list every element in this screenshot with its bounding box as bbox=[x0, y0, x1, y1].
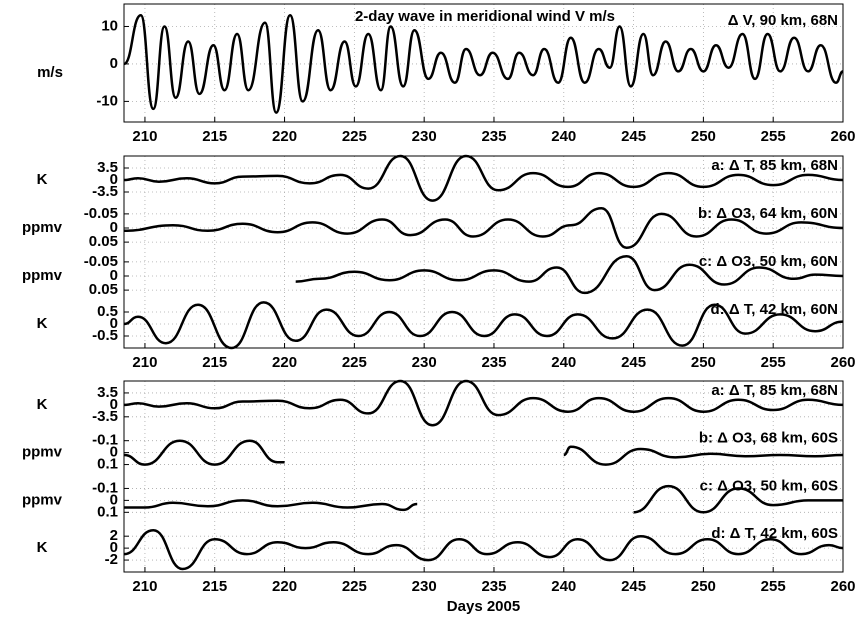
series-label: c: Δ O3, 50 km, 60N bbox=[699, 253, 838, 270]
y-tick-label: -0.1 bbox=[92, 479, 118, 496]
x-tick-label: 260 bbox=[830, 128, 855, 145]
y-axis-label: K bbox=[37, 396, 48, 413]
x-tick-label: 240 bbox=[551, 578, 576, 595]
chart-title: 2-day wave in meridional wind V m/s bbox=[355, 8, 615, 25]
y-tick-label: 3.5 bbox=[97, 384, 118, 401]
x-tick-label: 230 bbox=[412, 578, 437, 595]
series-label: d: Δ T, 42 km, 60S bbox=[711, 525, 838, 542]
x-tick-label: 250 bbox=[691, 354, 716, 371]
x-tick-label: 220 bbox=[272, 578, 297, 595]
y-axis-label: ppmv bbox=[22, 444, 63, 461]
x-tick-label: 255 bbox=[761, 578, 786, 595]
y-axis-label: K bbox=[37, 539, 48, 556]
y-axis-label: ppmv bbox=[22, 491, 63, 508]
line-series bbox=[295, 254, 844, 295]
y-tick-label: -2 bbox=[105, 551, 118, 568]
x-tick-label: 245 bbox=[621, 128, 646, 145]
y-axis-label: m/s bbox=[37, 64, 63, 81]
plot-area bbox=[124, 156, 843, 348]
y-tick-label: -0.1 bbox=[92, 432, 118, 449]
series-label: b: Δ O3, 68 km, 60S bbox=[699, 430, 838, 447]
x-tick-label: 210 bbox=[132, 354, 157, 371]
y-axis-label: ppmv bbox=[22, 219, 63, 236]
x-tick-label: 230 bbox=[412, 354, 437, 371]
x-tick-label: 225 bbox=[342, 128, 367, 145]
x-tick-label: 250 bbox=[691, 578, 716, 595]
series-label: d: Δ T, 42 km, 60N bbox=[711, 301, 839, 318]
x-tick-label: 255 bbox=[761, 354, 786, 371]
y-tick-label: 0.05 bbox=[89, 281, 118, 298]
y-tick-label: 0 bbox=[110, 219, 118, 236]
line-series bbox=[123, 379, 844, 427]
y-tick-label: -0.05 bbox=[84, 205, 118, 222]
x-tick-label: 210 bbox=[132, 128, 157, 145]
x-tick-label: 245 bbox=[621, 578, 646, 595]
x-tick-label: 235 bbox=[481, 128, 506, 145]
x-axis-label: Days 2005 bbox=[447, 598, 520, 615]
y-tick-label: -0.5 bbox=[92, 327, 118, 344]
y-tick-label: -3.5 bbox=[92, 408, 118, 425]
x-tick-label: 225 bbox=[342, 354, 367, 371]
line-series bbox=[123, 206, 844, 250]
x-tick-label: 210 bbox=[132, 578, 157, 595]
y-tick-label: 0 bbox=[110, 315, 118, 332]
x-tick-label: 245 bbox=[621, 354, 646, 371]
y-tick-label: 0.1 bbox=[97, 456, 118, 473]
x-tick-label: 220 bbox=[272, 354, 297, 371]
y-tick-label: 0 bbox=[110, 444, 118, 461]
line-series bbox=[123, 154, 844, 202]
line-series bbox=[123, 484, 843, 514]
y-axis-label: K bbox=[37, 315, 48, 332]
x-tick-label: 240 bbox=[551, 128, 576, 145]
series-label: a: Δ T, 85 km, 68N bbox=[711, 382, 838, 399]
x-tick-label: 230 bbox=[412, 128, 437, 145]
x-tick-label: 260 bbox=[830, 578, 855, 595]
y-tick-label: -0.05 bbox=[84, 253, 118, 270]
plot-area bbox=[124, 381, 843, 572]
x-tick-label: 220 bbox=[272, 128, 297, 145]
series-label: c: Δ O3, 50 km, 60S bbox=[700, 477, 838, 494]
x-tick-label: 215 bbox=[202, 578, 227, 595]
y-tick-label: 0.05 bbox=[89, 233, 118, 250]
line-series bbox=[123, 528, 844, 571]
y-tick-label: 10 bbox=[101, 17, 118, 34]
y-tick-label: 0 bbox=[110, 55, 118, 72]
y-tick-label: 0.5 bbox=[97, 303, 118, 320]
y-tick-label: 0.1 bbox=[97, 503, 118, 520]
x-tick-label: 225 bbox=[342, 578, 367, 595]
y-tick-label: 3.5 bbox=[97, 159, 118, 176]
y-tick-label: 0 bbox=[110, 267, 118, 284]
y-tick-label: 0 bbox=[110, 539, 118, 556]
series-label: b: Δ O3, 64 km, 60N bbox=[698, 205, 838, 222]
line-series bbox=[123, 301, 844, 350]
x-tick-label: 255 bbox=[761, 128, 786, 145]
y-tick-label: 2 bbox=[110, 527, 118, 544]
x-tick-label: 250 bbox=[691, 128, 716, 145]
x-tick-label: 240 bbox=[551, 354, 576, 371]
plot-frame bbox=[123, 155, 844, 349]
y-axis-label: K bbox=[37, 171, 48, 188]
annotation: Δ V, 90 km, 68N bbox=[728, 12, 838, 29]
x-tick-label: 235 bbox=[481, 578, 506, 595]
y-tick-label: 0 bbox=[110, 396, 118, 413]
line-series bbox=[123, 13, 844, 114]
plot-frame bbox=[123, 380, 844, 573]
series-label: a: Δ T, 85 km, 68N bbox=[711, 157, 838, 174]
y-axis-label: ppmv bbox=[22, 267, 63, 284]
y-tick-label: -10 bbox=[96, 92, 118, 109]
x-tick-label: 260 bbox=[830, 354, 855, 371]
plot-frame bbox=[123, 3, 844, 123]
y-tick-label: 0 bbox=[110, 491, 118, 508]
y-tick-label: 0 bbox=[110, 171, 118, 188]
x-tick-label: 215 bbox=[202, 354, 227, 371]
x-tick-label: 215 bbox=[202, 128, 227, 145]
line-series bbox=[123, 439, 844, 466]
y-tick-label: -3.5 bbox=[92, 183, 118, 200]
x-tick-label: 235 bbox=[481, 354, 506, 371]
